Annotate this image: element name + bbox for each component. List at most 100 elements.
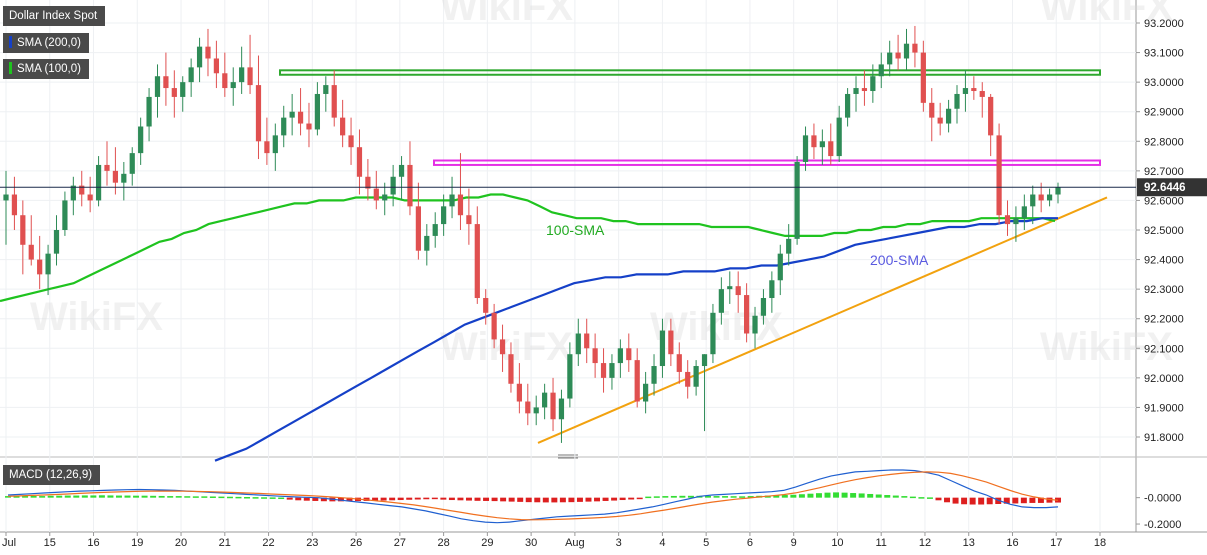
- candle-body: [903, 43, 910, 59]
- candle-body: [121, 173, 127, 183]
- candle-body: [693, 366, 699, 387]
- macd-histogram-bar: [414, 497, 421, 500]
- macd-histogram-bar: [218, 496, 225, 499]
- candle-body: [239, 67, 245, 83]
- candle-body: [45, 253, 51, 275]
- macd-histogram-bar: [209, 496, 216, 498]
- macd-histogram-bar: [244, 497, 251, 499]
- candle-body: [213, 58, 220, 74]
- candle-body: [340, 117, 346, 136]
- legend-instrument[interactable]: Dollar Index Spot: [3, 6, 106, 26]
- macd-histogram-bar: [337, 497, 344, 502]
- macd-histogram-bar: [662, 496, 669, 498]
- candle-body: [104, 164, 110, 171]
- macd-histogram-bar: [389, 497, 396, 501]
- macd-histogram-bar: [961, 497, 968, 505]
- candle-body: [3, 194, 9, 201]
- candle-body: [390, 176, 396, 195]
- candle-body: [659, 330, 666, 367]
- candle-body: [205, 46, 211, 59]
- y-tick-label: 92.4000: [1144, 255, 1184, 267]
- candle-body: [794, 161, 800, 239]
- candle-body: [954, 93, 960, 109]
- candle-body: [752, 315, 758, 334]
- macd-histogram-bar: [508, 497, 515, 502]
- candle-body: [676, 354, 682, 372]
- annotation-100sma: 100-SMA: [546, 222, 605, 238]
- candle-body: [760, 298, 767, 316]
- candle-body: [844, 93, 851, 118]
- sma200-line: [214, 217, 1058, 462]
- candle-body: [11, 194, 18, 216]
- x-tick-label: 6: [747, 537, 753, 549]
- x-tick-label: 30: [525, 537, 537, 549]
- macd-histogram-bar: [824, 492, 831, 498]
- macd-histogram-bar: [628, 497, 635, 500]
- macd-histogram-bar: [226, 496, 233, 499]
- candle-body: [188, 67, 194, 83]
- x-tick-label: 17: [1050, 537, 1062, 549]
- x-tick-label: 3: [616, 537, 622, 549]
- macd-histogram-bar: [465, 497, 472, 501]
- x-tick-label: 16: [87, 537, 99, 549]
- candle-body: [466, 215, 472, 225]
- macd-histogram-bar: [397, 497, 404, 501]
- macd-histogram-bar: [602, 497, 609, 501]
- macd-histogram-bar: [884, 495, 891, 498]
- x-tick-label: 16: [1006, 537, 1018, 549]
- macd-histogram-bar: [807, 493, 814, 498]
- candle-body: [297, 111, 304, 124]
- x-tick-label: 9: [791, 537, 797, 549]
- candle-body: [626, 348, 632, 361]
- macd-histogram-bar: [850, 493, 857, 498]
- legend-sma100[interactable]: SMA (100,0): [3, 59, 89, 79]
- y-tick-label: 92.8000: [1144, 136, 1184, 148]
- y-tick-label: 92.5000: [1144, 225, 1184, 237]
- macd-histogram-bar: [295, 497, 302, 501]
- macd-histogram-bar: [534, 497, 541, 503]
- macd-histogram-bar: [611, 497, 618, 501]
- macd-histogram-bar: [952, 497, 959, 504]
- candle-body: [558, 398, 565, 420]
- y-tick-label: 92.0000: [1144, 373, 1184, 385]
- candle-body: [87, 194, 93, 201]
- y-tick-label: 92.7000: [1144, 166, 1184, 178]
- macd-histogram-bar: [841, 492, 848, 498]
- ascending-trendline: [537, 196, 1108, 444]
- macd-histogram-bar: [150, 495, 157, 498]
- candle-body: [786, 238, 792, 254]
- legend-sma200[interactable]: SMA (200,0): [3, 33, 89, 53]
- macd-histogram-bar: [312, 497, 319, 501]
- candle-body: [323, 85, 329, 94]
- macd-histogram-bar: [175, 496, 182, 498]
- macd-histogram-bar: [568, 497, 575, 503]
- macd-histogram-bar: [926, 497, 933, 499]
- legend-macd[interactable]: MACD (12,26,9): [3, 465, 101, 485]
- macd-histogram-bar: [5, 496, 11, 498]
- candle-body: [20, 215, 26, 245]
- macd-histogram-bar: [909, 496, 916, 499]
- macd-histogram-bar: [500, 497, 507, 502]
- y-tick-label: 92.9000: [1144, 107, 1184, 119]
- macd-histogram-bar: [30, 495, 37, 498]
- candle-body: [491, 312, 497, 340]
- candle-body: [567, 354, 573, 399]
- watermark-text: WikiFX: [30, 295, 163, 339]
- candle-body: [255, 85, 262, 142]
- candle-body: [634, 360, 640, 402]
- macd-histogram-bar: [491, 497, 498, 502]
- sma200-swatch: [9, 35, 12, 48]
- y-tick-label: 92.2000: [1144, 314, 1184, 326]
- candle-body: [28, 244, 34, 260]
- macd-histogram-bar: [64, 495, 71, 498]
- last-price-tag: [1137, 178, 1207, 197]
- x-tick-label: 28: [437, 537, 449, 549]
- candle-body: [887, 52, 893, 65]
- candle-body: [575, 333, 581, 355]
- macd-histogram-bar: [124, 495, 131, 498]
- candle-body: [609, 363, 615, 378]
- macd-histogram-bar: [918, 497, 925, 499]
- macd-histogram-bar: [286, 497, 293, 500]
- candle-body: [743, 295, 750, 334]
